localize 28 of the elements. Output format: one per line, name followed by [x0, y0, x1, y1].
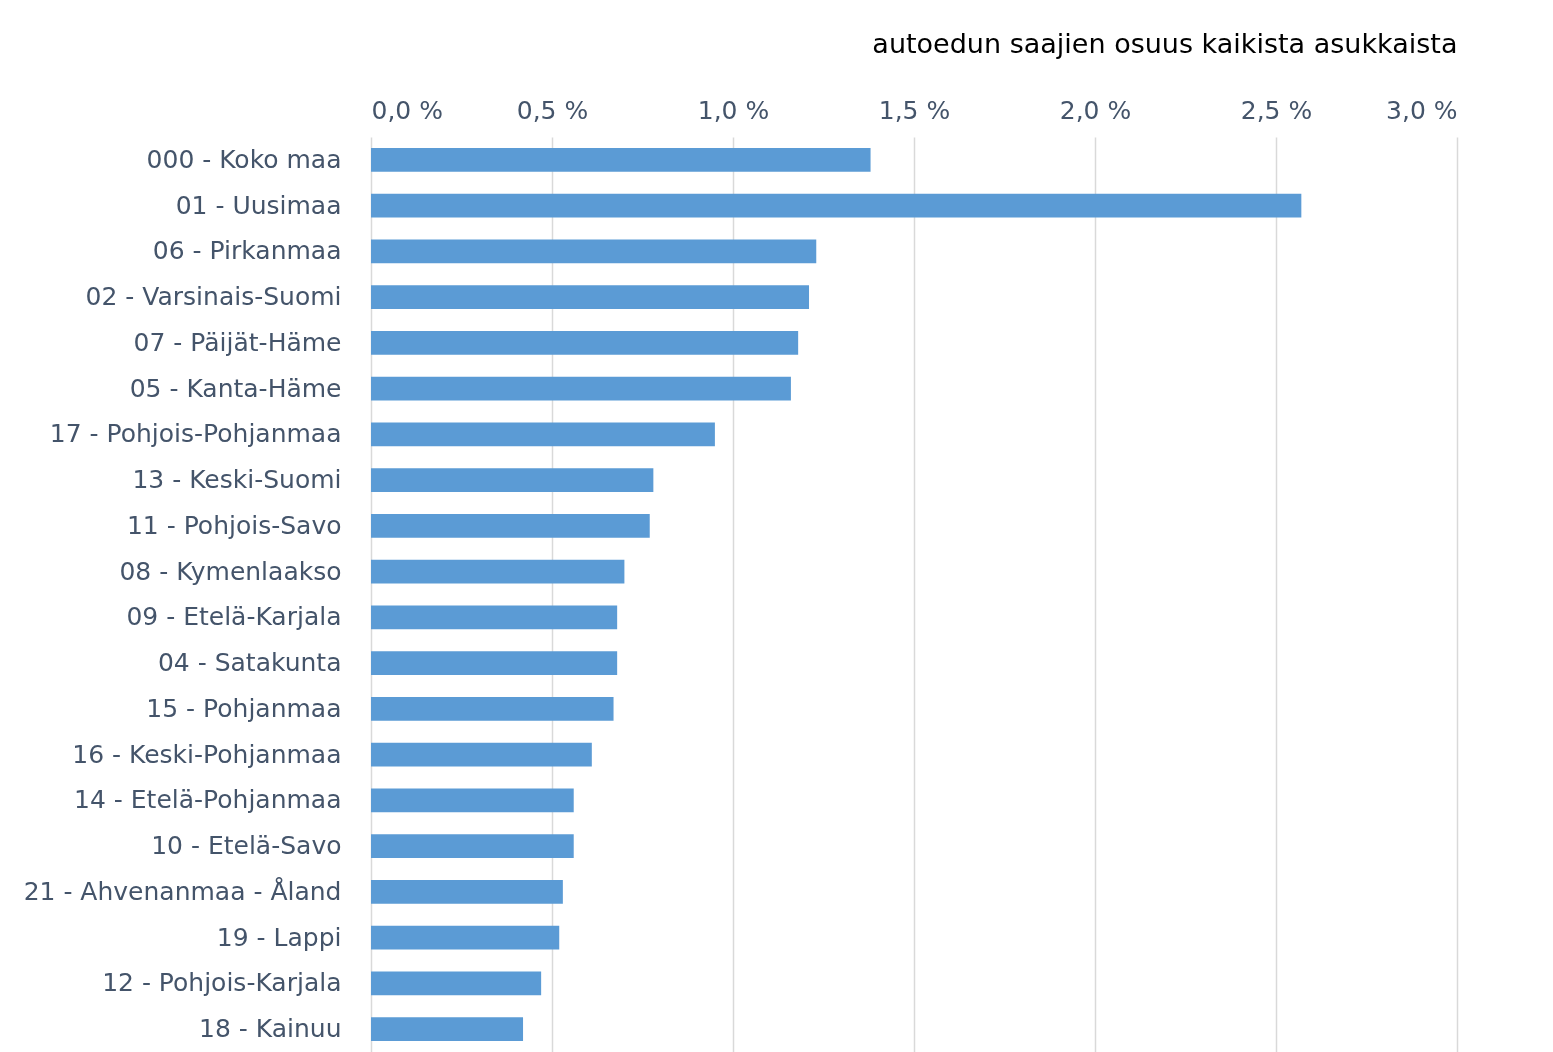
x-tick-label: 1,0 % — [697, 95, 770, 125]
x-tick-label: 3,0 % — [1386, 95, 1458, 125]
y-tick-label: 11 - Pohjois-Savo — [126, 510, 342, 540]
y-tick-label: 18 - Kainuu — [199, 1014, 342, 1044]
y-tick-label: 16 - Keski-Pohjanmaa — [72, 739, 342, 769]
y-tick-label: 08 - Kymenlaakso — [119, 556, 342, 586]
x-axis-title: autoedun saajien osuus kaikista asukkaista — [872, 27, 1458, 59]
y-tick-label: 09 - Etelä-Karjala — [126, 602, 342, 632]
y-tick-label: 04 - Satakunta — [157, 648, 342, 678]
x-tick-label: 1,5 % — [878, 95, 951, 125]
y-tick-label: 02 - Varsinais-Suomi — [85, 282, 342, 312]
y-tick-label: 06 - Pirkanmaa — [152, 236, 342, 266]
x-tick-label: 0,5 % — [516, 95, 589, 125]
y-tick-label: 10 - Etelä-Savo — [151, 831, 342, 861]
y-tick-label: 01 - Uusimaa — [175, 190, 342, 220]
y-tick-label: 07 - Päijät-Häme — [133, 327, 342, 357]
y-tick-label: 14 - Etelä-Pohjanmaa — [74, 785, 342, 815]
y-tick-label: 12 - Pohjois-Karjala — [102, 968, 342, 998]
y-tick-label: 21 - Ahvenanmaa - Åland — [23, 876, 342, 906]
x-tick-label: 0,0 % — [371, 95, 443, 125]
y-tick-label: 15 - Pohjanmaa — [146, 693, 342, 723]
x-tick-label: 2,0 % — [1059, 95, 1132, 125]
y-tick-label: 13 - Keski-Suomi — [132, 465, 342, 495]
x-tick-label: 2,5 % — [1240, 95, 1313, 125]
y-tick-label: 05 - Kanta-Häme — [129, 373, 342, 403]
y-tick-label: 17 - Pohjois-Pohjanmaa — [49, 419, 342, 449]
y-tick-label: 000 - Koko maa — [146, 144, 342, 174]
y-tick-label: 19 - Lappi — [216, 922, 342, 952]
